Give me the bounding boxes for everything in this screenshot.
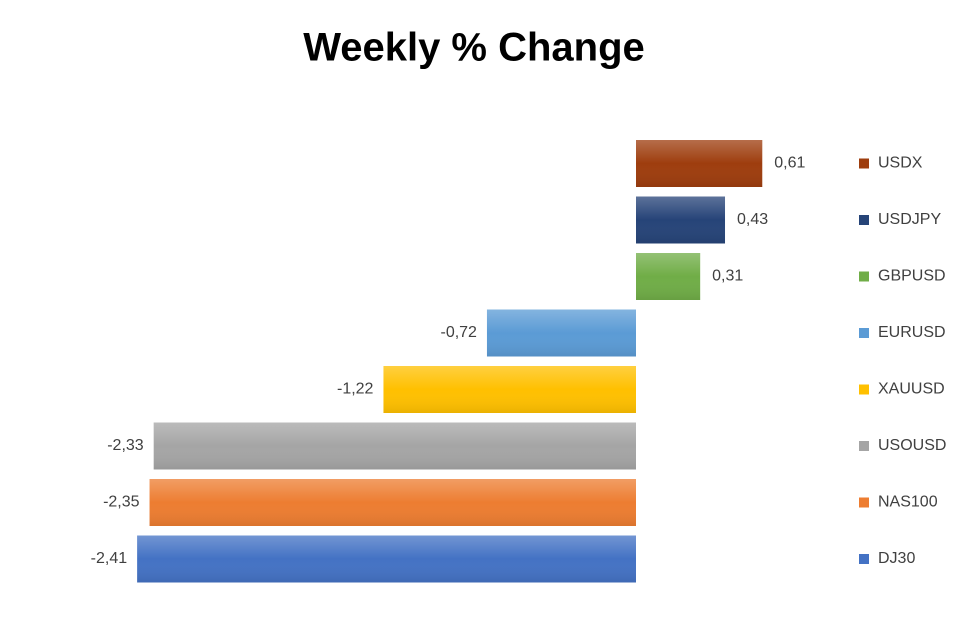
bar-shine bbox=[636, 253, 701, 300]
bar-shine bbox=[383, 366, 636, 413]
legend-label: USOUSD bbox=[878, 437, 946, 454]
bar-shine bbox=[636, 140, 763, 187]
legend-label: USDJPY bbox=[878, 211, 941, 228]
legend-swatch bbox=[859, 384, 869, 395]
legend-swatch bbox=[859, 271, 869, 282]
bar-shine bbox=[153, 422, 636, 470]
data-label: -2,33 bbox=[107, 437, 144, 454]
data-label: 0,31 bbox=[712, 268, 743, 285]
data-label: -2,41 bbox=[91, 550, 128, 567]
bar-shine bbox=[149, 479, 637, 526]
bar-shine bbox=[137, 535, 636, 583]
bar-shine bbox=[636, 196, 726, 244]
bar-shine bbox=[486, 309, 636, 357]
data-label: -2,35 bbox=[103, 494, 140, 511]
legend-label: GBPUSD bbox=[878, 268, 946, 285]
legend-label: EURUSD bbox=[878, 324, 946, 341]
data-label: 0,61 bbox=[774, 155, 805, 172]
chart-title: Weekly % Change bbox=[303, 26, 645, 70]
legend-label: XAUUSD bbox=[878, 381, 945, 398]
legend-swatch bbox=[859, 554, 869, 564]
legend-swatch bbox=[859, 215, 869, 225]
legend-label: DJ30 bbox=[878, 550, 915, 567]
data-label: -0,72 bbox=[440, 324, 477, 341]
data-label: -1,22 bbox=[337, 381, 374, 398]
legend-swatch bbox=[859, 441, 869, 451]
legend-swatch bbox=[859, 328, 869, 338]
legend-swatch bbox=[859, 158, 869, 169]
data-label: 0,43 bbox=[737, 211, 768, 228]
legend-swatch bbox=[859, 497, 869, 508]
legend-label: NAS100 bbox=[878, 494, 938, 511]
legend-label: USDX bbox=[878, 155, 923, 172]
